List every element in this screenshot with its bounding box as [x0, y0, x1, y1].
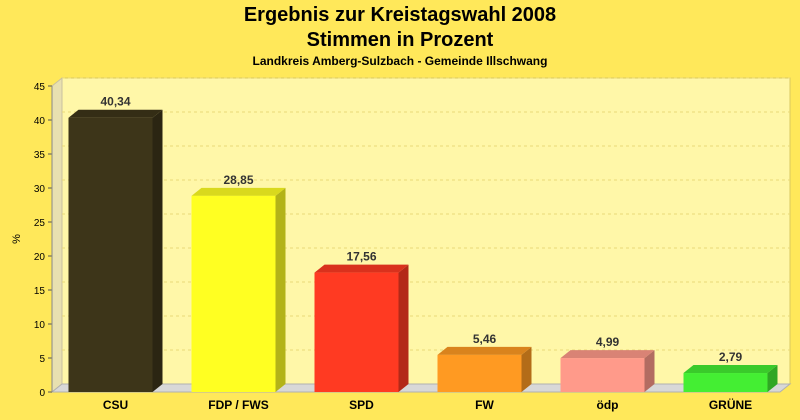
y-tick-label: 10 — [34, 320, 46, 331]
bar-top — [437, 346, 532, 355]
plot-back-wall — [61, 77, 791, 385]
chart-title: Ergebnis zur Kreistagswahl 2008 — [243, 4, 557, 26]
y-axis-label: % — [11, 234, 23, 244]
x-tick-label: SPD — [349, 398, 374, 412]
x-tick-label: GRÜNE — [709, 397, 752, 412]
x-tick-label: ödp — [597, 398, 619, 412]
bar-side — [644, 350, 655, 392]
chart-caption: Landkreis Amberg-Sulzbach - Gemeinde Ill… — [252, 54, 548, 68]
plot-floor — [50, 383, 792, 393]
bar — [68, 117, 153, 393]
data-label: 5,46 — [473, 332, 497, 346]
data-label: 2,79 — [719, 350, 743, 364]
bar — [314, 272, 399, 392]
y-tick-label: 30 — [34, 184, 46, 195]
y-tick-label: 40 — [34, 116, 46, 127]
bar-top — [314, 264, 409, 273]
chart-subtitle: Stimmen in Prozent — [306, 29, 494, 51]
y-tick-label: 5 — [39, 354, 45, 365]
bar-side — [152, 109, 163, 393]
x-tick-label: FW — [475, 398, 494, 412]
data-label: 17,56 — [346, 250, 376, 264]
data-label: 40,34 — [100, 95, 130, 109]
plot-side-wall — [51, 76, 63, 394]
y-tick-label: 15 — [34, 286, 46, 297]
bar-side — [767, 365, 778, 392]
bar — [437, 354, 522, 392]
y-tick-label: 0 — [39, 388, 45, 399]
bar-top — [683, 365, 778, 374]
bar-top — [191, 187, 286, 196]
bar-top — [68, 109, 163, 118]
bar-side — [521, 346, 532, 392]
bar-side — [275, 187, 286, 392]
data-label: 4,99 — [596, 335, 620, 349]
bar — [191, 195, 276, 392]
bar — [560, 358, 645, 392]
bar-top — [560, 350, 655, 359]
bar-side — [398, 264, 409, 392]
x-tick-label: CSU — [103, 398, 128, 412]
y-tick-label: 35 — [34, 150, 46, 161]
y-tick-label: 20 — [34, 252, 46, 263]
x-tick-label: FDP / FWS — [208, 398, 268, 412]
y-tick-label: 25 — [34, 218, 46, 229]
data-label: 28,85 — [223, 173, 253, 187]
bar — [683, 373, 768, 392]
y-tick-label: 45 — [34, 82, 46, 93]
